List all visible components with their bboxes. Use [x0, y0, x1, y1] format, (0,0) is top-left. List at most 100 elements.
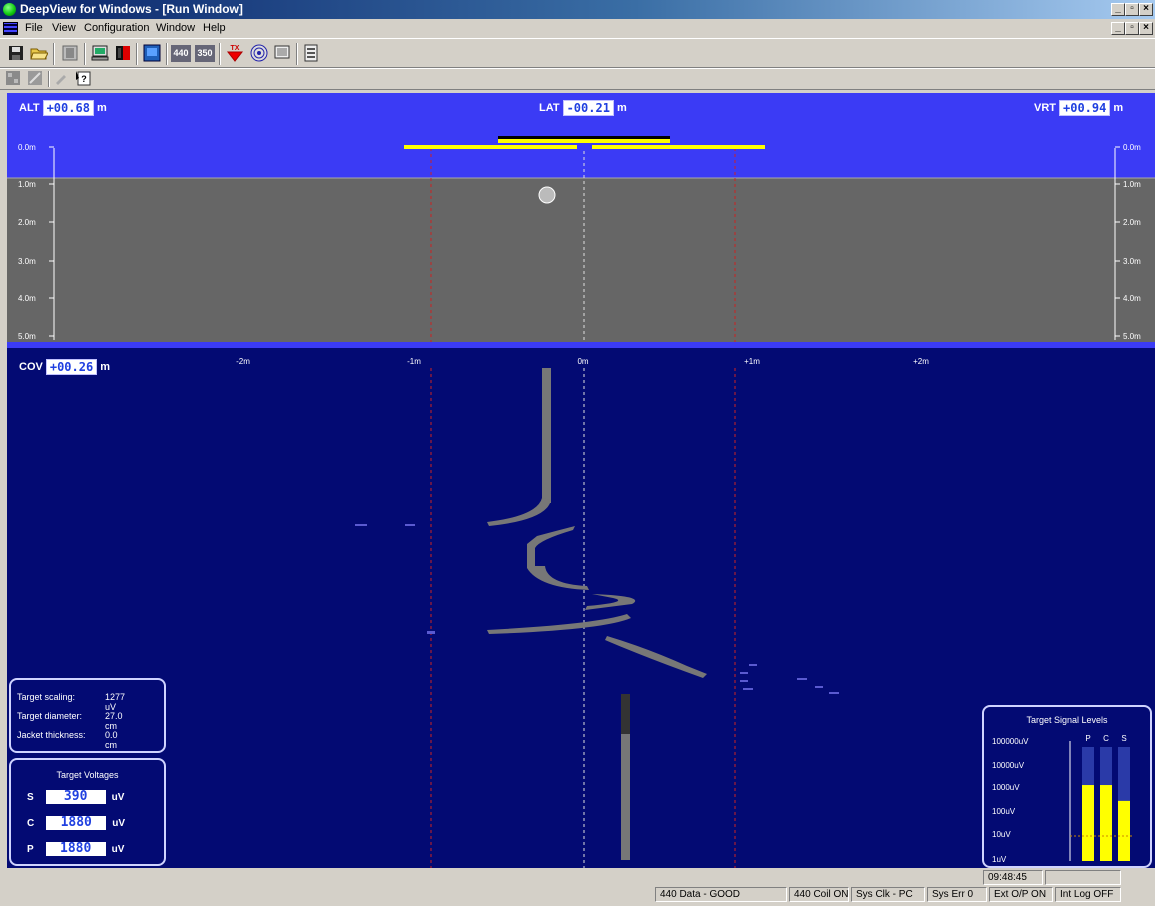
save-button[interactable]	[5, 42, 27, 64]
vrt-value: +00.94	[1059, 100, 1111, 116]
vehicle-top-coil	[498, 139, 670, 143]
cov-unit: m	[100, 361, 110, 373]
status-output: Ext O/P ON	[989, 887, 1053, 902]
help-cursor-button[interactable]: ?	[74, 69, 92, 87]
signal-scale-label: 1000uV	[992, 783, 1020, 792]
voltage-c-unit: uV	[112, 817, 126, 829]
voltage-s-label: S	[27, 791, 34, 803]
jacket-thickness-label: Jacket thickness:	[17, 730, 86, 740]
target-scaling-label: Target scaling:	[17, 692, 76, 702]
depth-label-left: 4.0m	[18, 294, 36, 303]
blue-screen-icon	[143, 44, 161, 62]
maximize-button[interactable]: ▫	[1125, 3, 1139, 16]
pipe-trace-lower-a	[621, 694, 630, 734]
voltage-c-label: C	[27, 817, 35, 829]
grid-disabled-button[interactable]	[26, 69, 44, 87]
status-clock: Sys Clk - PC	[851, 887, 925, 902]
alt-readout: ALT +00.68 m	[19, 100, 107, 116]
doc-restore-button[interactable]: ▫	[1125, 22, 1139, 35]
secondary-toolbar: ?	[0, 68, 1155, 90]
track-view[interactable]: -2m -1m 0m +1m +2m COV +00.26 m Target scali…	[7, 348, 1155, 868]
menu-help[interactable]: Help	[203, 22, 226, 34]
lateral-scale-label: 0m	[577, 357, 588, 366]
lateral-scale-label: -2m	[236, 357, 250, 366]
vehicle-body	[498, 136, 670, 139]
doc-close-button[interactable]: ×	[1139, 22, 1153, 35]
blue-screen-button[interactable]	[141, 42, 163, 64]
red-black-button[interactable]	[112, 42, 134, 64]
title-bar: DeepView for Windows - [Run Window] _ ▫ …	[0, 0, 1155, 19]
depth-label-right: 4.0m	[1123, 294, 1141, 303]
alt-label: ALT	[19, 102, 40, 114]
list-icon	[304, 44, 318, 62]
window-title: DeepView for Windows - [Run Window]	[20, 2, 243, 16]
list-button[interactable]	[300, 42, 322, 64]
pen-button[interactable]	[52, 69, 70, 87]
cov-readout: COV +00.26 m	[19, 359, 110, 375]
pipe-trace	[487, 368, 707, 860]
signal-bar-label: P	[1085, 734, 1090, 743]
minimize-button[interactable]: _	[1111, 3, 1125, 16]
grid-disabled-icon	[28, 71, 42, 85]
signal-bar-label: S	[1121, 734, 1126, 743]
cross-section-graphic: 0.0m 0.0m 1.0m 1.0m 2.0m 2.0m 3.0m 3.0m 4.0m 4.0m…	[7, 136, 1155, 342]
menu-window[interactable]: Window	[156, 22, 196, 34]
panel-button[interactable]	[59, 42, 81, 64]
title-window-buttons: _ ▫ ×	[1111, 3, 1153, 16]
menu-file[interactable]: File	[25, 22, 43, 34]
signal-scale-label: 1uV	[992, 855, 1007, 864]
depth-label-left: 1.0m	[18, 180, 36, 189]
mode-350-button[interactable]: 350	[194, 42, 216, 64]
depth-label-left: 5.0m	[18, 332, 36, 341]
signal-scale-label: 10000uV	[992, 761, 1025, 770]
tx-button[interactable]: TX	[224, 42, 246, 64]
save-icon	[9, 46, 23, 60]
main-toolbar: 440 350 TX	[0, 38, 1155, 68]
jacket-thickness-value: 0.0 cm	[105, 730, 118, 750]
signal-bar-p	[1082, 785, 1094, 861]
depth-label-right: 0.0m	[1123, 143, 1141, 152]
close-button[interactable]: ×	[1139, 3, 1153, 16]
seabed-ground	[7, 178, 1155, 342]
signal-bar-c	[1100, 785, 1112, 861]
app-icon[interactable]	[3, 3, 16, 16]
grid-button[interactable]	[4, 69, 22, 87]
status-log: Int Log OFF	[1055, 887, 1121, 902]
voltage-row-s: S 390 uV	[27, 790, 124, 804]
mode-440-button[interactable]: 440	[170, 42, 192, 64]
computer-button[interactable]	[89, 42, 111, 64]
menu-configuration[interactable]: Configuration	[84, 22, 150, 34]
document-icon[interactable]	[3, 22, 18, 35]
vrt-label: VRT	[1034, 102, 1056, 114]
menu-view[interactable]: View	[52, 22, 76, 34]
doc-minimize-button[interactable]: _	[1111, 22, 1125, 35]
target-diameter-value: 27.0 cm	[105, 711, 123, 731]
depth-label-right: 1.0m	[1123, 180, 1141, 189]
svg-text:?: ?	[81, 74, 87, 84]
signal-levels-graph: 100000uV 10000uV 1000uV 100uV 10uV 1uV P C S	[992, 734, 1134, 864]
open-button[interactable]	[28, 42, 50, 64]
voltage-p-unit: uV	[111, 843, 125, 855]
target-scaling-row: Target scaling: 1277 uV	[17, 692, 125, 712]
monitor-button[interactable]	[271, 42, 293, 64]
status-time: 09:48:45	[983, 870, 1043, 885]
voltage-s-unit: uV	[111, 791, 125, 803]
vrt-unit: m	[1113, 102, 1124, 114]
vrt-readout: VRT +00.94 m	[1034, 100, 1123, 116]
pipe-trace-curve-2	[527, 526, 589, 590]
target-voltages-panel: Target Voltages S 390 uV C 1880 uV P 188…	[9, 758, 166, 866]
voltage-p-value: 1880	[45, 842, 106, 856]
lat-readout: LAT -00.21 m	[539, 100, 627, 116]
alt-unit: m	[96, 102, 107, 114]
cross-section-view[interactable]: 0.0m 0.0m 1.0m 1.0m 2.0m 2.0m 3.0m 3.0m 4.0m 4.0m…	[7, 93, 1155, 348]
red-black-icon	[116, 46, 130, 60]
svg-text:TX: TX	[231, 45, 240, 52]
target-button[interactable]	[248, 42, 270, 64]
voltage-s-value: 390	[45, 790, 106, 804]
lat-label: LAT	[539, 102, 560, 114]
track-graphic: -2m -1m 0m +1m +2m	[236, 357, 929, 868]
440-icon: 440	[171, 44, 191, 62]
pipe-trace-curve-5	[605, 636, 707, 678]
voltage-p-label: P	[27, 843, 34, 855]
pipe-trace-curve-4	[487, 614, 631, 634]
